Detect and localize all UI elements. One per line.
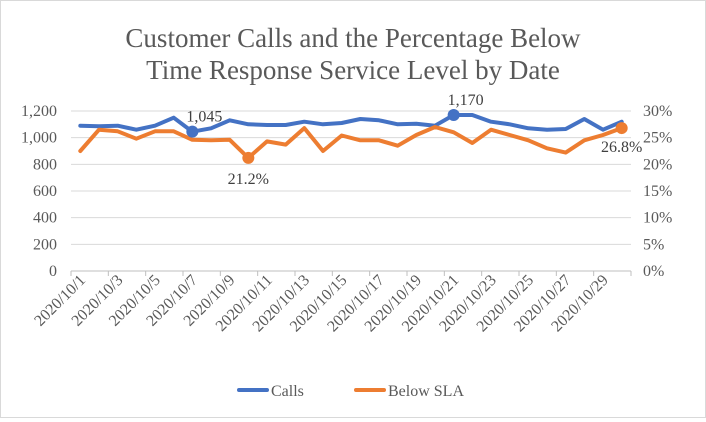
gridlines bbox=[71, 110, 631, 272]
legend-label-calls: Calls bbox=[271, 383, 304, 400]
highlight-point bbox=[447, 109, 460, 121]
highlight-point bbox=[186, 125, 199, 138]
right-y-axis: 0% 5% 10% 15% 20% 25% 30% bbox=[643, 103, 672, 280]
data-label: 26.8% bbox=[601, 139, 642, 156]
left-y-tick-label: 1,200 bbox=[21, 103, 57, 120]
right-y-tick-label: 20% bbox=[643, 156, 672, 173]
right-y-tick-label: 0% bbox=[643, 263, 664, 280]
series-layer bbox=[78, 113, 624, 160]
left-y-tick-label: 1,000 bbox=[21, 130, 57, 147]
left-y-tick-label: 800 bbox=[33, 156, 57, 173]
data-labels: 1,045 1,170 21.2% 26.8% bbox=[186, 92, 642, 188]
data-label: 1,170 bbox=[448, 92, 484, 109]
data-label: 21.2% bbox=[228, 171, 269, 188]
data-label: 1,045 bbox=[186, 109, 222, 126]
left-y-tick-label: 200 bbox=[33, 236, 57, 253]
legend: Calls Below SLA bbox=[237, 383, 464, 400]
chart-title: Customer Calls and the Percentage Below … bbox=[125, 23, 581, 85]
highlight-point bbox=[615, 122, 628, 135]
right-y-tick-label: 25% bbox=[643, 130, 672, 147]
chart-title-line-1: Customer Calls and the Percentage Below bbox=[125, 23, 581, 53]
x-axis: 2020/10/12020/10/32020/10/52020/10/72020… bbox=[31, 271, 632, 335]
right-y-tick-label: 15% bbox=[643, 183, 672, 200]
chart-title-line-2: Time Response Service Level by Date bbox=[146, 55, 560, 85]
left-y-axis: 0 200 400 600 800 1,000 1,200 bbox=[21, 103, 57, 280]
right-y-tick-label: 10% bbox=[643, 210, 672, 227]
left-y-tick-label: 0 bbox=[49, 263, 57, 280]
legend-label-below-sla: Below SLA bbox=[388, 383, 464, 400]
series-line-calls bbox=[78, 113, 624, 134]
series-line-below-sla bbox=[78, 125, 624, 160]
right-y-tick-label: 5% bbox=[643, 236, 664, 253]
left-y-tick-label: 400 bbox=[33, 210, 57, 227]
left-y-tick-label: 600 bbox=[33, 183, 57, 200]
right-y-tick-label: 30% bbox=[643, 103, 672, 120]
highlight-point bbox=[242, 151, 255, 164]
